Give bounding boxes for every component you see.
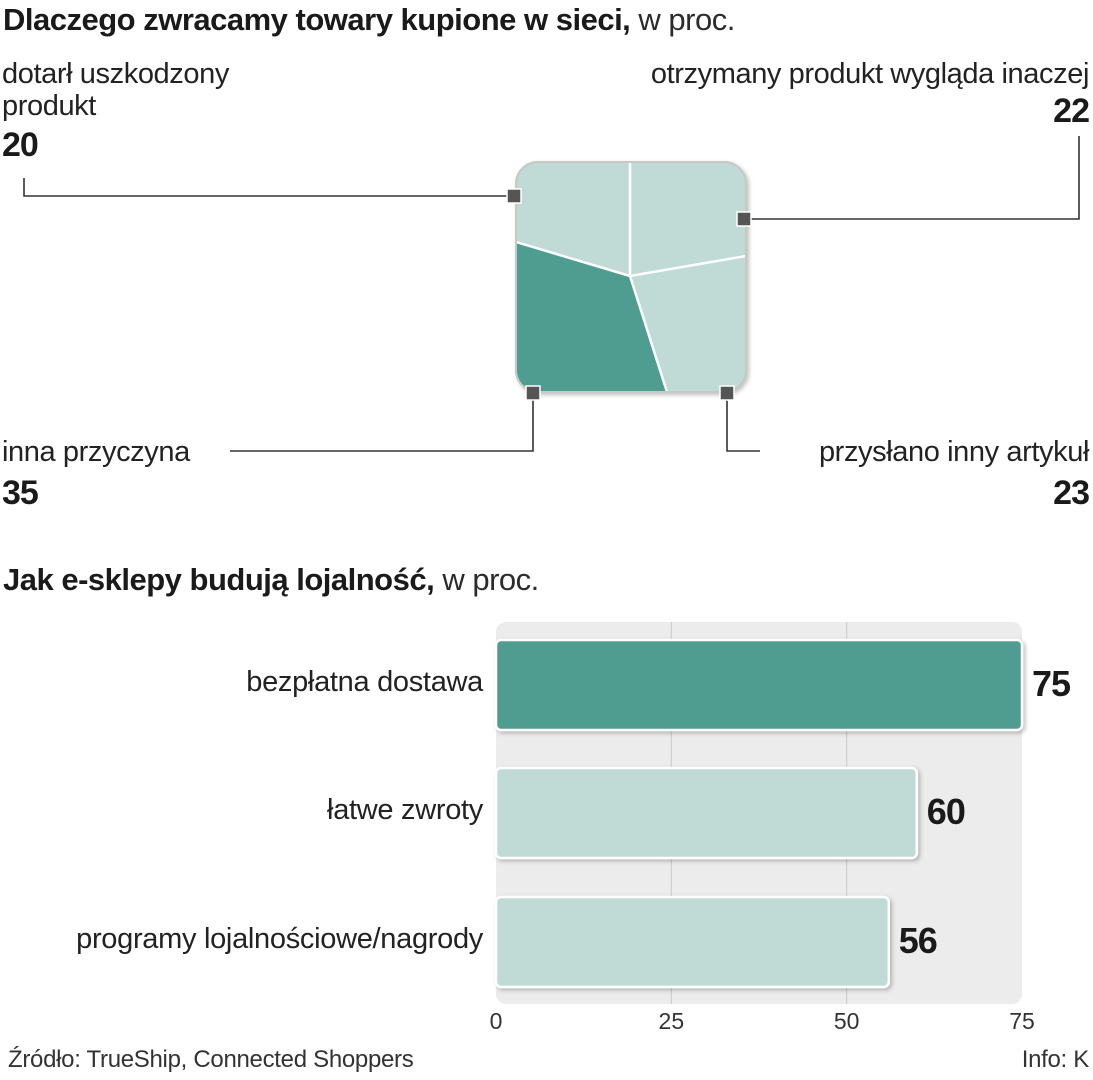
pie-slice-damaged [516, 162, 630, 276]
bar [494, 895, 890, 989]
x-tick-label: 0 [489, 1008, 503, 1034]
slice-label-other: inna przyczyna [2, 436, 190, 468]
leader-line-damaged [23, 178, 514, 197]
slice-value-different-look: 22 [1053, 92, 1090, 130]
pie-divider [629, 254, 746, 278]
bar-title-unit: w proc. [442, 562, 539, 597]
bar-value-label: 60 [926, 791, 966, 832]
slice-label-different-look: otrzymany produkt wygląda inaczej [650, 58, 1090, 90]
pie-slice-other [516, 242, 667, 392]
leader-line-different-look [744, 136, 1080, 220]
x-tick-label: 75 [1009, 1008, 1035, 1034]
pie-divider [516, 240, 631, 278]
pie-border [515, 161, 747, 393]
slice-value-damaged: 20 [2, 126, 39, 164]
bar [494, 766, 919, 860]
source-note: Źródło: TrueShip, Connected Shoppers [8, 1046, 414, 1073]
anchor-squares [506, 188, 752, 401]
anchor-damaged [506, 188, 522, 204]
slice-label-wrong-item: przysłano inny artykuł [818, 436, 1089, 468]
pie-chart [23, 136, 1080, 452]
anchor-wrong-item [719, 385, 735, 401]
info-note: Info: K [1021, 1046, 1090, 1073]
slice-value-wrong-item: 23 [1053, 474, 1090, 512]
pie-title-unit: w proc. [638, 2, 735, 37]
slice-value-other: 35 [2, 474, 39, 512]
bar-category-label: łatwe zwroty [327, 794, 483, 826]
bar-category-label: programy lojalnościowe/nagrody [76, 923, 483, 955]
bar-series [494, 638, 1024, 989]
bar [494, 638, 1024, 732]
anchor-different-look [736, 211, 752, 227]
bar-category-label: bezpłatna dostawa [246, 666, 483, 698]
pie-slice-wrong-item [630, 256, 746, 392]
slice-label-damaged: dotarł uszkodzony produkt [2, 58, 229, 122]
bar-value-label: 56 [898, 920, 938, 961]
x-tick-label: 50 [833, 1008, 860, 1034]
bar-chart [494, 622, 1024, 1004]
leader-lines [23, 136, 1080, 452]
leader-line-wrong-item [726, 392, 760, 452]
pie-slice-different-look [630, 162, 746, 276]
bar-title-text: Jak e-sklepy budują lojalność, [3, 562, 435, 597]
pie-divider [628, 275, 669, 392]
slice-label-damaged-line1: dotarł uszkodzony [2, 58, 229, 90]
slice-label-damaged-line2: produkt [2, 90, 96, 122]
x-tick-label: 25 [658, 1008, 685, 1034]
bar-value-label: 75 [1032, 663, 1071, 704]
pie-chart-title: Dlaczego zwracamy towary kupione w sieci… [3, 2, 735, 38]
pie-dividers [516, 162, 746, 392]
pie-title-text: Dlaczego zwracamy towary kupione w sieci… [3, 2, 631, 37]
bar-chart-title: Jak e-sklepy budują lojalność, w proc. [3, 562, 539, 598]
anchor-other [525, 385, 541, 401]
leader-line-other [230, 392, 534, 452]
